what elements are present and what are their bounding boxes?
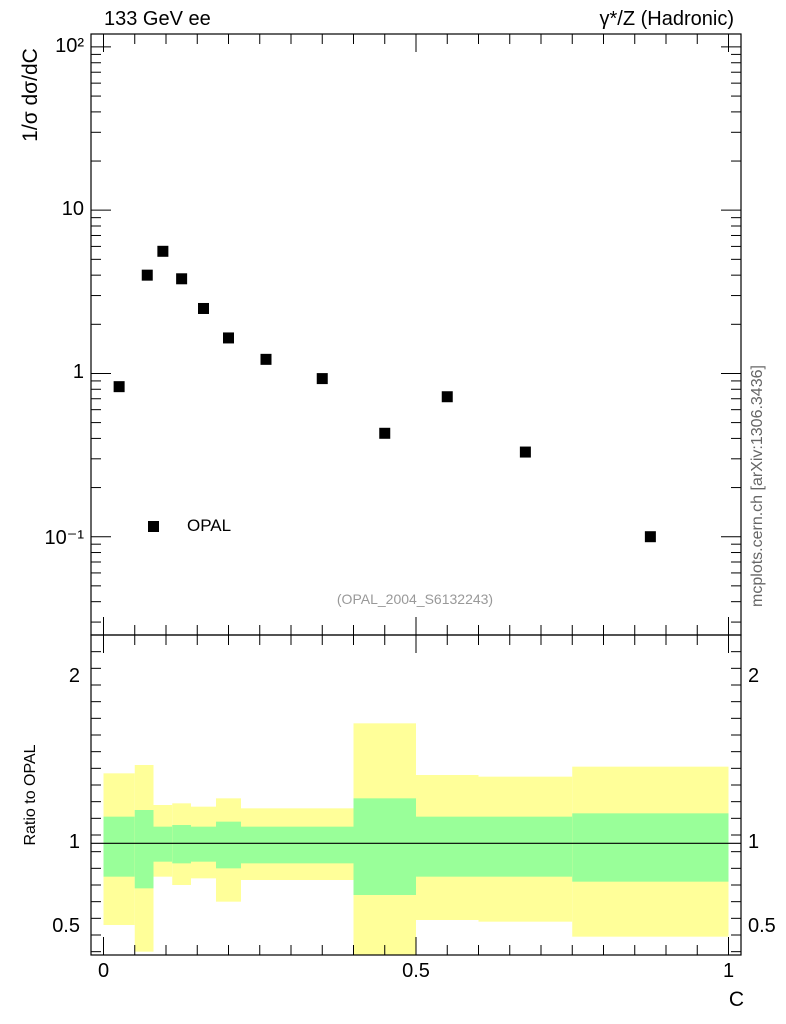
plot-title-left: 133 GeV ee xyxy=(104,8,211,30)
main-axis-ticks xyxy=(91,34,741,635)
data-point xyxy=(176,273,188,285)
analysis-watermark: (OPAL_2004_S6132243) xyxy=(336,591,494,607)
ratio-axis-ticks xyxy=(91,635,741,955)
data-point xyxy=(441,391,453,403)
inner-band-9 xyxy=(416,816,479,877)
x-tick-label: 0 xyxy=(97,960,110,982)
main-y-tick-label: 10 xyxy=(61,198,84,221)
data-point xyxy=(260,353,272,365)
inner-band-5 xyxy=(216,821,241,869)
data-point xyxy=(379,427,391,439)
inner-band-10 xyxy=(478,816,573,877)
x-axis-label: C xyxy=(728,988,744,1011)
main-y-tick-label: 1 xyxy=(72,361,84,384)
inner-band-1 xyxy=(134,810,154,889)
inner-band-2 xyxy=(153,826,173,862)
ratio-y-tick-label-left: 1 xyxy=(68,831,80,854)
x-tick-label: 1 xyxy=(722,960,735,982)
inner-band-6 xyxy=(241,826,291,864)
data-point xyxy=(141,269,153,281)
inner-band-0 xyxy=(103,816,135,877)
data-point xyxy=(519,446,531,458)
data-point xyxy=(113,381,125,393)
main-panel-frame xyxy=(90,33,742,636)
ratio-y-axis-label: Ratio to OPAL xyxy=(22,744,39,846)
legend-label-opal: OPAL xyxy=(187,516,232,535)
x-tick-label: 0.5 xyxy=(402,960,430,982)
data-point xyxy=(316,373,328,385)
ratio-y-tick-label-right: 2 xyxy=(748,664,760,687)
inner-band-4 xyxy=(191,826,216,862)
inner-band-3 xyxy=(172,825,191,864)
ratio-y-tick-label-left: 2 xyxy=(68,664,80,687)
data-point xyxy=(198,302,209,314)
data-point xyxy=(157,245,169,257)
main-y-tick-label: 10² xyxy=(55,34,84,57)
ratio-y-tick-label-right: 1 xyxy=(748,831,760,854)
data-point xyxy=(223,332,234,344)
inner-band-7 xyxy=(291,826,354,864)
ratio-y-tick-label-left: 0.5 xyxy=(52,914,80,937)
legend-marker-square xyxy=(148,521,159,532)
ratio-y-tick-label-right: 0.5 xyxy=(748,914,776,937)
data-point xyxy=(644,531,656,543)
data-points xyxy=(113,245,656,543)
legend-marker xyxy=(148,521,159,532)
main-y-axis-label: 1/σ dσ/dC xyxy=(19,48,42,142)
inner-band-11 xyxy=(572,813,729,882)
plot-title-right: γ*/Z (Hadronic) xyxy=(599,8,734,30)
main-y-tick-label: 10⁻¹ xyxy=(44,526,84,549)
inner-band-8 xyxy=(353,798,416,895)
ratio-bands xyxy=(103,723,729,955)
side-credit-text: mcplots.cern.ch [arXiv:1306.3436] xyxy=(749,365,766,607)
